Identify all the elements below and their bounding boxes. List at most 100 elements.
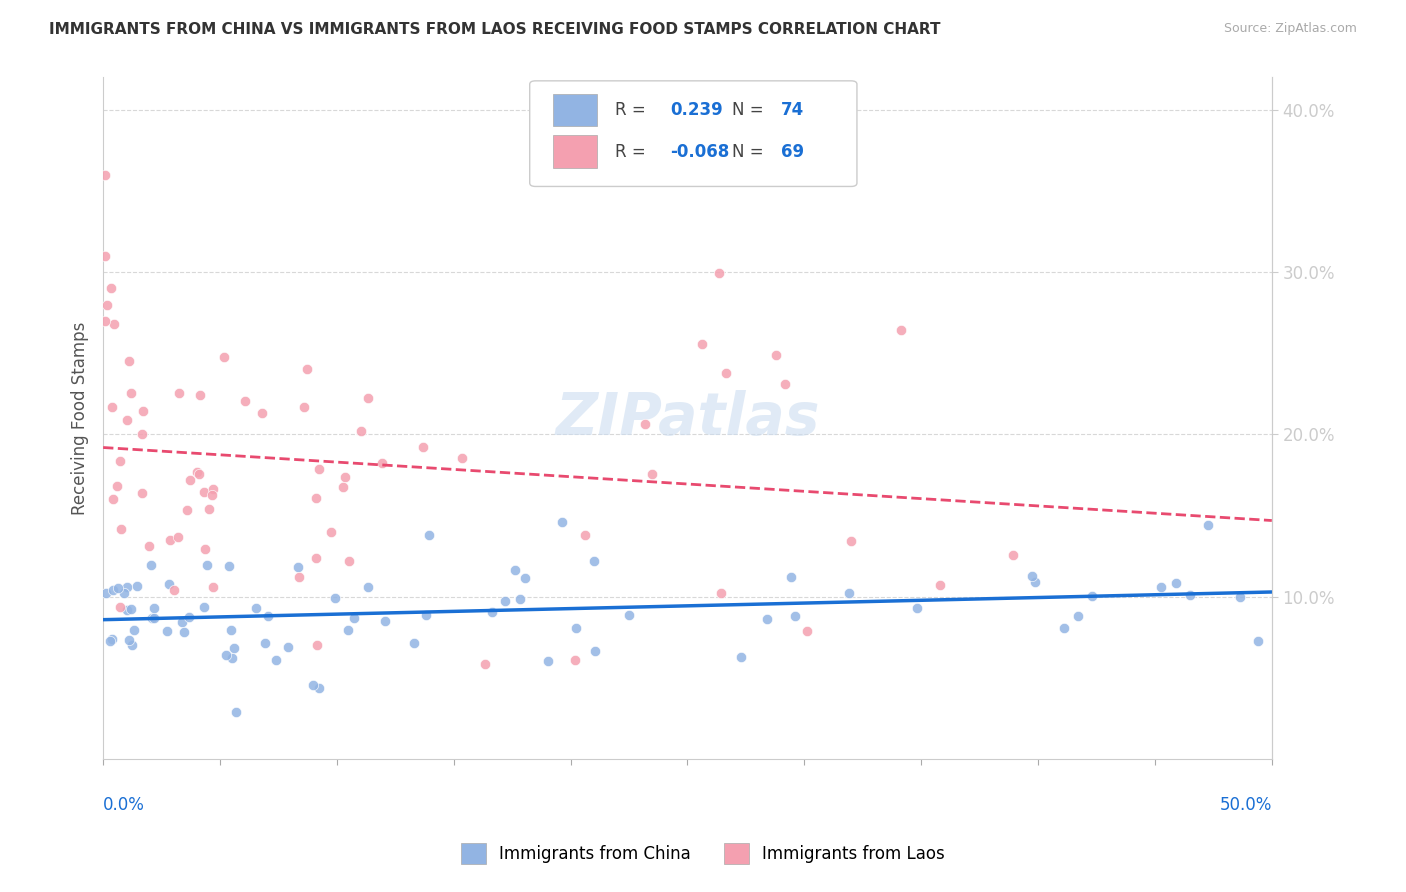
Point: [1247, 633, 1270, 648]
Point: [1021, 569, 1043, 583]
Point: [202, 482, 225, 496]
Point: [167, 385, 190, 400]
Point: [193, 484, 215, 499]
Point: [138, 539, 160, 553]
Y-axis label: Receiving Food Stamps: Receiving Food Stamps: [72, 321, 89, 515]
Point: [188, 388, 211, 402]
Point: [319, 524, 342, 539]
Point: [305, 491, 328, 505]
Point: [302, 678, 325, 692]
Point: [108, 600, 131, 615]
Point: [707, 267, 730, 281]
Point: [101, 400, 124, 414]
Point: [215, 648, 238, 662]
Point: [1067, 608, 1090, 623]
Text: 74: 74: [780, 101, 804, 120]
Point: [641, 467, 664, 481]
Point: [1002, 548, 1025, 562]
Point: [100, 632, 122, 647]
Point: [1150, 580, 1173, 594]
Point: [564, 653, 586, 667]
Text: 50.0%: 50.0%: [1219, 797, 1272, 814]
Point: [494, 593, 516, 607]
Point: [773, 376, 796, 391]
Point: [108, 453, 131, 467]
Point: [132, 404, 155, 418]
Point: [141, 558, 163, 573]
Point: [143, 601, 166, 615]
Point: [1053, 621, 1076, 635]
Point: [188, 467, 211, 482]
Point: [219, 623, 242, 637]
Point: [332, 480, 354, 494]
Text: N =: N =: [733, 143, 769, 161]
Point: [418, 528, 440, 542]
Point: [710, 586, 733, 600]
Point: [110, 522, 132, 536]
Point: [474, 657, 496, 672]
Point: [98, 633, 121, 648]
Point: [294, 400, 316, 414]
Point: [172, 615, 194, 629]
Point: [714, 367, 737, 381]
Point: [101, 582, 124, 597]
Point: [890, 323, 912, 337]
Point: [565, 621, 588, 635]
Point: [308, 462, 330, 476]
Point: [193, 600, 215, 615]
Point: [194, 541, 217, 556]
Point: [120, 385, 142, 400]
Point: [305, 550, 328, 565]
Point: [1080, 590, 1102, 604]
Point: [690, 337, 713, 351]
Point: [186, 465, 208, 479]
Point: [357, 580, 380, 594]
Point: [198, 502, 221, 516]
Point: [233, 394, 256, 409]
Point: [481, 605, 503, 619]
Point: [537, 654, 560, 668]
Point: [96, 297, 118, 311]
Point: [515, 571, 537, 585]
Point: [125, 579, 148, 593]
Point: [839, 533, 862, 548]
Point: [118, 632, 141, 647]
Point: [105, 479, 128, 493]
Point: [617, 607, 640, 622]
Point: [307, 638, 329, 652]
Point: [779, 569, 801, 583]
Point: [250, 406, 273, 420]
Point: [103, 317, 125, 331]
Point: [509, 592, 531, 607]
FancyBboxPatch shape: [553, 94, 598, 127]
Point: [583, 643, 606, 657]
Point: [633, 417, 655, 431]
Point: [796, 624, 818, 639]
Text: Source: ZipAtlas.com: Source: ZipAtlas.com: [1223, 22, 1357, 36]
Point: [115, 413, 138, 427]
Point: [730, 650, 752, 665]
Point: [1229, 590, 1251, 604]
Point: [357, 391, 380, 405]
Point: [156, 624, 179, 639]
Text: N =: N =: [733, 101, 769, 120]
Point: [765, 348, 787, 362]
Text: IMMIGRANTS FROM CHINA VS IMMIGRANTS FROM LAOS RECEIVING FOOD STAMPS CORRELATION : IMMIGRANTS FROM CHINA VS IMMIGRANTS FROM…: [49, 22, 941, 37]
Point: [412, 440, 434, 454]
Point: [201, 580, 224, 594]
Point: [159, 533, 181, 548]
Point: [1024, 575, 1046, 590]
Point: [197, 558, 219, 572]
FancyBboxPatch shape: [530, 81, 856, 186]
Point: [94, 249, 117, 263]
Point: [143, 610, 166, 624]
Point: [224, 640, 246, 655]
Point: [264, 653, 287, 667]
Point: [415, 607, 437, 622]
Point: [245, 600, 267, 615]
Point: [94, 314, 117, 328]
Point: [374, 615, 396, 629]
Point: [115, 603, 138, 617]
Point: [783, 608, 806, 623]
Point: [838, 585, 860, 599]
